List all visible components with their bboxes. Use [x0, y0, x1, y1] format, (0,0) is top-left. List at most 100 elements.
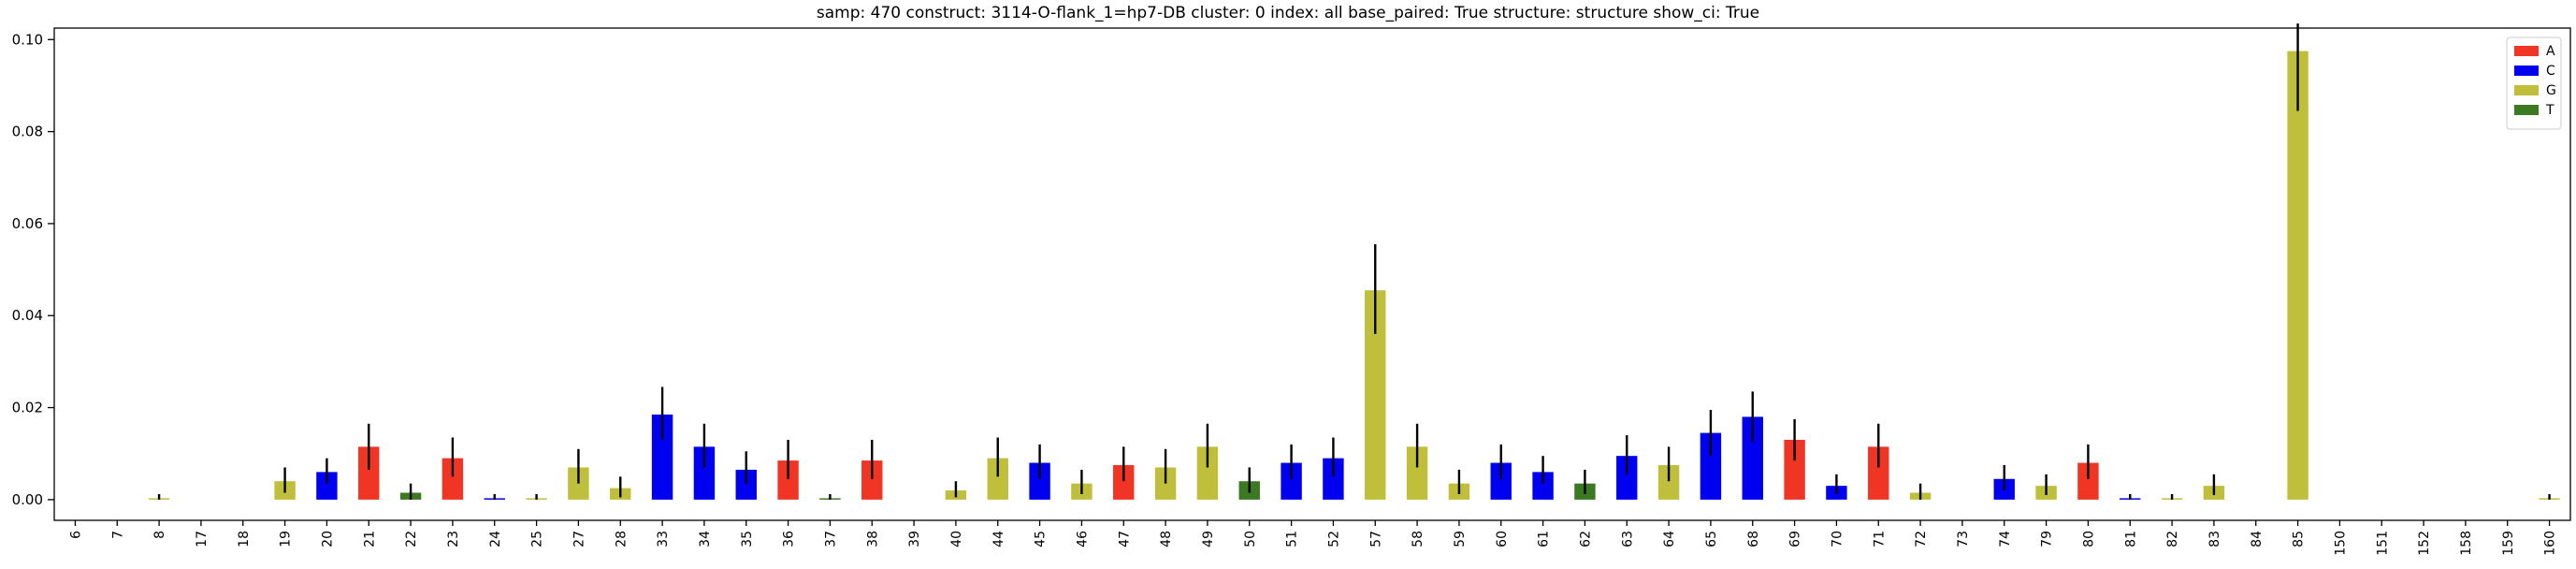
x-tick-label: 59 — [1453, 531, 1468, 547]
x-tick-label: 68 — [1746, 531, 1761, 547]
x-tick-label: 45 — [1034, 531, 1049, 547]
x-tick-label: 25 — [530, 531, 545, 547]
x-tick-label: 84 — [2250, 531, 2265, 547]
x-tick-label: 27 — [572, 531, 586, 547]
bar — [1323, 458, 1344, 500]
bar — [358, 446, 380, 500]
chart-title: samp: 470 construct: 3114-O-flank_1=hp7-… — [816, 4, 1760, 22]
bar — [735, 469, 757, 500]
x-tick-label: 70 — [1830, 531, 1845, 547]
x-tick-label: 82 — [2165, 531, 2180, 547]
bar — [693, 446, 716, 500]
x-tick-label: 81 — [2123, 531, 2138, 547]
x-tick-label: 33 — [656, 531, 671, 547]
x-tick-label: 22 — [404, 531, 419, 547]
x-tick-label: 64 — [1662, 531, 1677, 547]
legend-label: A — [2546, 44, 2555, 59]
x-tick-label: 21 — [362, 531, 377, 547]
y-tick-label: 0.10 — [12, 31, 43, 48]
bar — [441, 458, 464, 500]
x-tick-label: 23 — [446, 531, 461, 547]
bar — [777, 460, 799, 500]
x-tick-label: 52 — [1326, 531, 1341, 547]
x-tick-label: 18 — [237, 531, 252, 547]
x-tick-label: 36 — [782, 531, 797, 547]
y-tick-label: 0.04 — [12, 307, 43, 324]
x-tick-label: 152 — [2417, 531, 2432, 556]
x-tick-label: 46 — [1075, 531, 1090, 547]
legend-swatch — [2514, 66, 2539, 76]
x-tick-label: 34 — [698, 531, 713, 547]
x-tick-label: 49 — [1201, 531, 1216, 547]
bar — [1784, 439, 1805, 500]
x-tick-label: 40 — [949, 531, 964, 547]
x-tick-label: 19 — [279, 531, 294, 547]
x-tick-label: 8 — [152, 531, 167, 539]
y-tick-label: 0.02 — [12, 400, 43, 416]
x-tick-label: 73 — [1956, 531, 1971, 547]
bar — [1616, 456, 1638, 500]
x-tick-label: 35 — [740, 531, 755, 547]
bar — [651, 414, 673, 500]
x-tick-label: 160 — [2543, 531, 2558, 556]
x-tick-label: 85 — [2292, 531, 2307, 547]
bar — [1113, 465, 1135, 500]
x-tick-label: 51 — [1285, 531, 1300, 547]
x-tick-label: 7 — [110, 531, 125, 539]
bar — [2077, 462, 2099, 500]
x-tick-label: 57 — [1368, 531, 1383, 547]
x-tick-label: 47 — [1117, 531, 1132, 547]
legend-label: T — [2545, 103, 2554, 118]
y-tick-label: 0.06 — [12, 215, 43, 232]
x-tick-label: 62 — [1578, 531, 1593, 547]
x-tick-label: 159 — [2501, 531, 2516, 556]
x-tick-label: 60 — [1495, 531, 1510, 547]
bar — [861, 460, 883, 500]
legend-label: C — [2546, 64, 2555, 79]
bar — [2287, 51, 2308, 500]
x-tick-label: 20 — [320, 531, 335, 547]
x-tick-label: 158 — [2459, 531, 2474, 556]
bar — [1868, 446, 1889, 500]
x-tick-label: 17 — [195, 531, 210, 547]
bar — [1196, 446, 1219, 500]
bar — [1700, 432, 1722, 500]
x-tick-label: 6 — [68, 531, 83, 539]
bar — [1406, 446, 1428, 500]
x-tick-label: 61 — [1537, 531, 1552, 547]
x-tick-label: 72 — [1914, 531, 1929, 547]
x-tick-label: 79 — [2040, 531, 2055, 547]
x-tick-label: 38 — [865, 531, 880, 547]
x-tick-label: 74 — [1998, 531, 2013, 547]
x-tick-label: 24 — [488, 531, 503, 547]
x-tick-label: 63 — [1620, 531, 1635, 547]
x-tick-label: 50 — [1243, 531, 1258, 547]
x-tick-label: 58 — [1411, 531, 1425, 547]
legend-swatch — [2514, 85, 2539, 95]
x-tick-label: 37 — [823, 531, 838, 547]
x-tick-label: 151 — [2375, 531, 2390, 556]
x-tick-label: 80 — [2081, 531, 2096, 547]
y-tick-label: 0.08 — [12, 124, 43, 140]
x-tick-label: 44 — [991, 531, 1006, 547]
bar — [1281, 462, 1302, 500]
bar — [987, 458, 1008, 500]
legend-swatch — [2514, 46, 2539, 56]
legend-swatch — [2514, 105, 2539, 115]
x-tick-label: 39 — [907, 531, 922, 547]
x-tick-label: 69 — [1788, 531, 1803, 547]
bar — [316, 472, 338, 500]
bar — [1490, 462, 1512, 500]
plot-frame — [53, 27, 2571, 521]
bar — [1657, 465, 1680, 500]
bar — [1365, 290, 1386, 500]
bar — [1029, 462, 1050, 500]
x-tick-label: 28 — [614, 531, 629, 547]
x-tick-label: 83 — [2207, 531, 2222, 547]
bar — [1532, 472, 1554, 500]
x-tick-label: 71 — [1872, 531, 1887, 547]
x-tick-label: 48 — [1159, 531, 1174, 547]
x-tick-label: 150 — [2333, 531, 2348, 556]
